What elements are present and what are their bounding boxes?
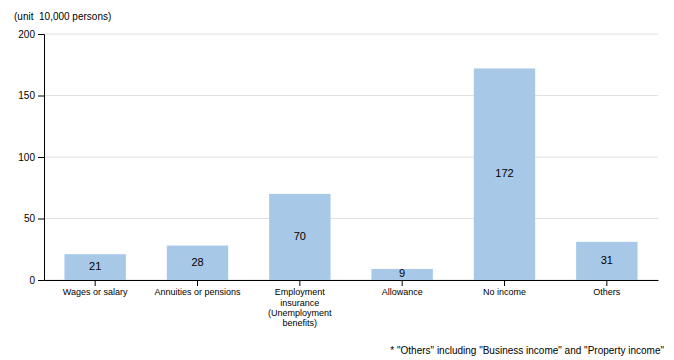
tick-mark: [38, 157, 44, 158]
tick-label-line: Allowance: [382, 287, 423, 297]
tick: Wages or salary: [63, 280, 128, 297]
tick-label: Annuities or pensions: [154, 287, 241, 297]
grid-line: [44, 280, 658, 281]
grid-line: [44, 157, 658, 158]
tick: No income: [483, 280, 526, 297]
bar: [474, 68, 535, 280]
tick: 0: [29, 275, 44, 286]
footnote: * "Others" including "Business income" a…: [390, 345, 664, 356]
tick-label-line: insurance: [280, 298, 319, 308]
tick-label: Wages or salary: [63, 287, 128, 297]
tick-label: Employmentinsurance(Unemploymentbenefits…: [268, 287, 332, 328]
data-label: 21: [89, 260, 101, 272]
tick-mark: [38, 280, 44, 281]
grid-line: [44, 34, 658, 35]
tick-label-line: Annuities or pensions: [154, 287, 241, 297]
bar: [576, 242, 637, 280]
tick-label: 50: [24, 213, 36, 224]
chart-svg: 0 50 100 150 200 Wages or salary Annuities or …: [0, 0, 674, 360]
x-axis: Wages or salary Annuities or pensions Empl…: [45, 280, 659, 328]
tick-label-line: Others: [593, 287, 621, 297]
tick-label-line: Employment: [275, 287, 326, 297]
tick-label-line: Wages or salary: [63, 287, 128, 297]
y-axis: 0 50 100 150 200: [18, 29, 44, 286]
tick: 200: [18, 29, 44, 40]
data-labels: 21 28 70 9 172 31: [89, 167, 613, 279]
grid-line: [44, 218, 658, 219]
tick-label-line: (Unemployment: [268, 308, 332, 318]
tick: 50: [24, 213, 44, 224]
tick: Allowance: [382, 280, 423, 297]
tick-mark: [95, 280, 96, 286]
chart-container: 0 50 100 150 200 Wages or salary Annuities or …: [0, 0, 674, 360]
tick: Others: [593, 280, 621, 297]
bars: [64, 68, 637, 280]
tick-mark: [504, 280, 505, 286]
tick-label: 100: [18, 152, 35, 163]
tick-mark: [38, 34, 44, 35]
tick-mark: [197, 280, 198, 286]
tick: Employmentinsurance(Unemploymentbenefits…: [268, 280, 332, 328]
y-axis-label: (unit 10,000 persons): [14, 11, 111, 22]
tick-mark: [38, 96, 44, 97]
tick: 150: [18, 90, 44, 101]
tick-mark: [299, 280, 300, 286]
tick-label: Allowance: [382, 287, 423, 297]
tick-label-line: No income: [483, 287, 526, 297]
tick-label: Others: [593, 287, 621, 297]
tick: Annuities or pensions: [154, 280, 241, 297]
grid: [44, 34, 658, 280]
grid-line: [44, 95, 658, 96]
bar: [64, 254, 125, 280]
data-label: 9: [399, 267, 405, 279]
tick-mark: [606, 280, 607, 286]
tick: 100: [18, 152, 44, 163]
tick-label: 0: [29, 275, 35, 286]
tick-mark: [38, 219, 44, 220]
tick-label-line: benefits): [283, 318, 318, 328]
data-label: 28: [191, 256, 203, 268]
tick-mark: [402, 280, 403, 286]
bar: [167, 246, 228, 280]
tick-label: 200: [18, 29, 35, 40]
data-label: 70: [294, 230, 306, 242]
bar: [269, 194, 330, 280]
data-label: 172: [495, 167, 513, 179]
axis-line: [38, 35, 45, 281]
tick-label: No income: [483, 287, 526, 297]
plot-area: 0 50 100 150 200 Wages or salary Annuities or …: [18, 29, 658, 329]
axis-line: [45, 280, 659, 281]
data-label: 31: [601, 254, 613, 266]
tick-label: 150: [18, 90, 35, 101]
